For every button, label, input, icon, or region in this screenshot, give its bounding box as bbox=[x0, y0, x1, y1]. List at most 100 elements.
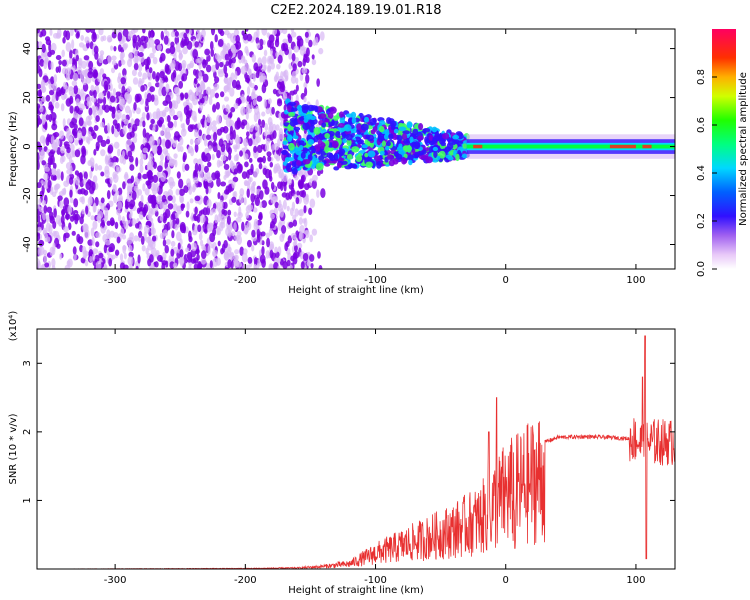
heatmap-noise-cell bbox=[316, 78, 320, 87]
colorbar-tick-label: 0.8 bbox=[696, 69, 707, 85]
heatmap-noise-cell bbox=[106, 122, 111, 133]
heatmap-band-cell bbox=[415, 142, 421, 150]
heatmap-band-cell bbox=[384, 145, 390, 151]
heatmap-noise-cell bbox=[215, 257, 221, 266]
heatmap-noise-cell bbox=[109, 83, 113, 92]
heatmap-noise-cell bbox=[294, 208, 299, 217]
heatmap-noise-cell bbox=[231, 181, 236, 189]
heatmap-noise-cell bbox=[185, 210, 190, 218]
heatmap-noise-cell bbox=[265, 250, 270, 259]
heatmap-noise-cell bbox=[231, 56, 236, 64]
heatmap-noise-cell bbox=[160, 30, 164, 41]
heatmap-noise-cell bbox=[111, 254, 116, 260]
heatmap-noise-cell bbox=[244, 161, 249, 168]
heatmap-noise-cell bbox=[52, 162, 57, 170]
heatmap-noise-cell bbox=[99, 121, 105, 128]
heatmap-band-cell bbox=[302, 122, 310, 131]
heatmap-noise-cell bbox=[66, 146, 71, 154]
heatmap-noise-cell bbox=[168, 158, 175, 166]
heatmap-noise-cell bbox=[231, 62, 235, 69]
heatmap-noise-cell bbox=[185, 104, 190, 111]
heatmap-noise-cell bbox=[276, 165, 282, 174]
heatmap-noise-cell bbox=[300, 174, 306, 183]
heatmap-noise-cell bbox=[292, 256, 298, 265]
heatmap-noise-cell bbox=[110, 45, 114, 51]
x-tick-label: 100 bbox=[626, 575, 645, 586]
heatmap-noise-cell bbox=[319, 31, 325, 41]
heatmap-noise-cell bbox=[270, 181, 275, 190]
heatmap-band-cell bbox=[288, 135, 293, 141]
heatmap-noise-cell bbox=[232, 129, 236, 140]
heatmap-noise-cell bbox=[246, 221, 252, 231]
heatmap-noise-cell bbox=[176, 205, 182, 212]
heatmap-noise-cell bbox=[214, 53, 220, 60]
heatmap-noise-cell bbox=[206, 198, 212, 209]
heatmap-noise-cell bbox=[197, 224, 202, 233]
heatmap-noise-cell bbox=[107, 36, 113, 43]
heatmap-band-cell bbox=[414, 151, 420, 158]
heatmap-noise-cell bbox=[89, 255, 93, 263]
heatmap-noise-cell bbox=[96, 215, 102, 222]
heatmap-noise-cell bbox=[69, 177, 74, 185]
heatmap-noise-cell bbox=[55, 138, 61, 147]
heatmap-noise-cell bbox=[252, 98, 257, 106]
heatmap-noise-cell bbox=[169, 45, 176, 55]
heatmap-noise-cell bbox=[250, 192, 256, 203]
heatmap-noise-cell bbox=[37, 118, 43, 125]
heatmap-noise-cell bbox=[140, 85, 145, 92]
heatmap-noise-cell bbox=[274, 201, 279, 209]
heatmap-noise-cell bbox=[50, 76, 55, 85]
heatmap-noise-cell bbox=[69, 189, 73, 198]
heatmap-noise-cell bbox=[61, 59, 67, 67]
heatmap-noise-cell bbox=[66, 127, 71, 135]
heatmap-noise-cell bbox=[197, 163, 202, 172]
heatmap-noise-cell bbox=[112, 184, 117, 192]
heatmap-noise-cell bbox=[90, 215, 95, 221]
heatmap-noise-cell bbox=[252, 72, 256, 82]
heatmap-noise-cell bbox=[293, 89, 298, 95]
heatmap-noise-cell bbox=[147, 159, 154, 168]
heatmap-noise-cell bbox=[58, 200, 64, 209]
heatmap-noise-cell bbox=[130, 29, 136, 35]
heatmap-noise-cell bbox=[110, 219, 115, 226]
heatmap-noise-cell bbox=[276, 99, 283, 107]
heatmap-noise-cell bbox=[123, 252, 127, 260]
heatmap-noise-cell bbox=[138, 37, 142, 48]
heatmap-noise-cell bbox=[95, 241, 100, 248]
heatmap-noise-cell bbox=[282, 260, 288, 269]
heatmap-noise-cell bbox=[160, 172, 167, 182]
heatmap-noise-cell bbox=[164, 208, 171, 219]
heatmap-noise-cell bbox=[79, 103, 85, 111]
heatmap-noise-cell bbox=[149, 29, 155, 38]
heatmap-noise-cell bbox=[40, 96, 47, 102]
heatmap-noise-cell bbox=[261, 56, 267, 65]
heatmap-noise-cell bbox=[58, 59, 63, 66]
heatmap-noise-cell bbox=[247, 256, 253, 264]
heatmap-noise-cell bbox=[257, 57, 263, 67]
heatmap-noise-cell bbox=[78, 57, 83, 66]
x-tick-label: 100 bbox=[626, 275, 645, 286]
heatmap-noise-cell bbox=[173, 86, 180, 94]
heatmap-noise-cell bbox=[205, 64, 212, 73]
y-tick-label: 0 bbox=[22, 143, 33, 149]
heatmap-noise-cell bbox=[73, 198, 79, 208]
heatmap-noise-cell bbox=[132, 136, 138, 144]
heatmap-noise-cell bbox=[233, 190, 238, 199]
heatmap-noise-cell bbox=[197, 181, 202, 188]
heatmap-noise-cell bbox=[212, 140, 217, 147]
heatmap-noise-cell bbox=[282, 199, 287, 210]
heatmap-noise-cell bbox=[149, 52, 155, 59]
heatmap-noise-cell bbox=[180, 128, 187, 137]
heatmap-noise-cell bbox=[158, 120, 163, 128]
heatmap-noise-cell bbox=[172, 246, 179, 254]
heatmap-noise-cell bbox=[194, 78, 198, 85]
heatmap-band-cell bbox=[294, 147, 302, 156]
heatmap-noise-cell bbox=[215, 101, 220, 110]
heatmap-noise-cell bbox=[128, 51, 133, 62]
heatmap-noise-cell bbox=[195, 58, 200, 64]
heatmap-noise-cell bbox=[113, 45, 117, 52]
heatmap-noise-cell bbox=[259, 201, 263, 209]
heatmap-noise-cell bbox=[186, 251, 193, 261]
heatmap-noise-cell bbox=[192, 69, 197, 76]
heatmap-noise-cell bbox=[245, 211, 250, 219]
